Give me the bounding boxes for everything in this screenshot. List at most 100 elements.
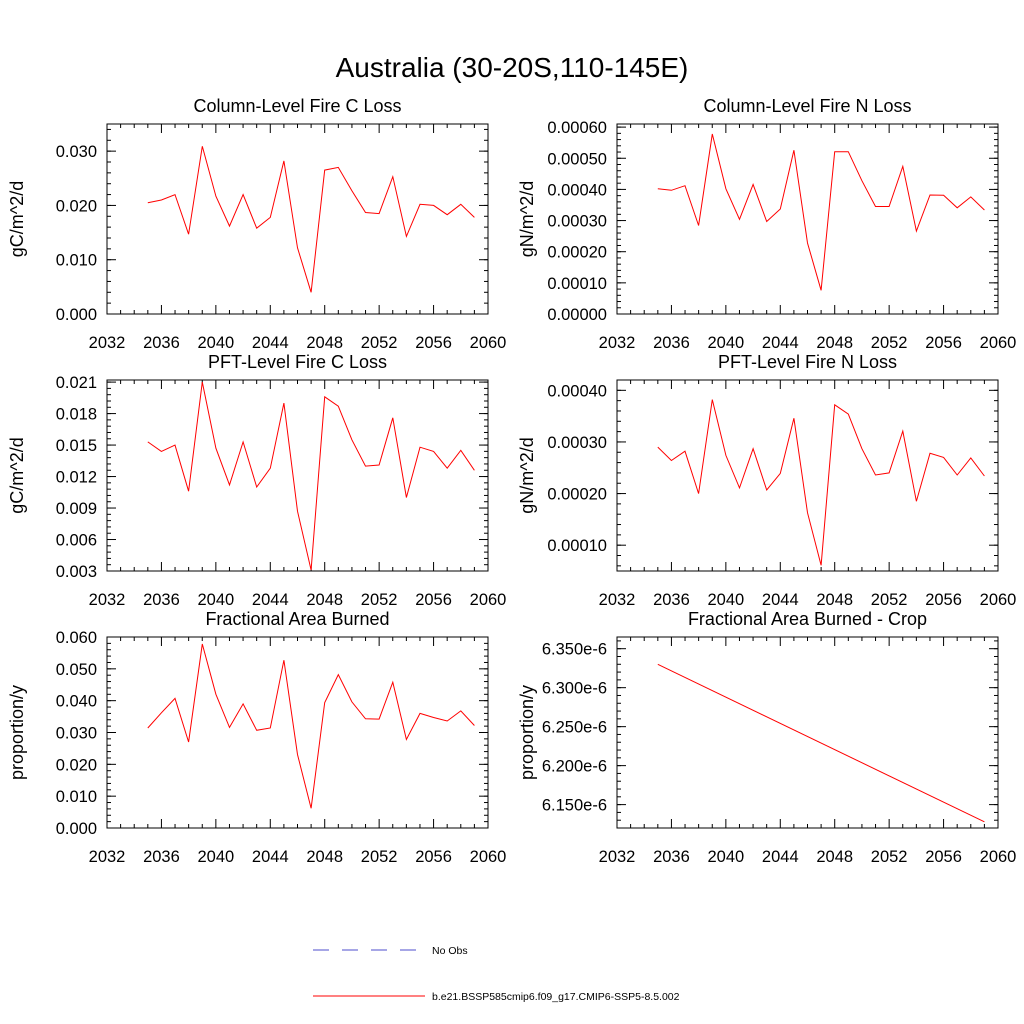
plot-frame [106, 123, 489, 315]
y-tick-label: 0.00060 [547, 119, 607, 137]
x-tick-label: 2036 [653, 591, 690, 609]
y-tick-label: 0.00040 [547, 181, 607, 199]
x-tick-label: 2044 [762, 591, 799, 609]
panel-2: Column-Level Fire N Loss gN/m^2/d 2032 2036… [517, 96, 1016, 352]
legend-label-no-obs: No Obs [432, 945, 468, 957]
x-tick-label: 2048 [816, 848, 853, 866]
y-tick-label: 0.040 [56, 693, 97, 711]
x-tick-label: 2060 [470, 334, 507, 352]
x-tick-label: 2052 [871, 848, 908, 866]
y-tick-label: 6.250e-6 [542, 719, 607, 737]
panel-title: PFT-Level Fire C Loss [208, 352, 387, 372]
y-tick-label: 0.00030 [547, 213, 607, 231]
x-tick-label: 2040 [707, 848, 744, 866]
panel-6: Fractional Area Burned - Crop proportion/… [517, 609, 1016, 866]
x-tick-label: 2056 [415, 334, 452, 352]
x-tick-label: 2036 [143, 334, 180, 352]
y-tick-label: 0.020 [56, 197, 97, 215]
y-tick-label: 0.003 [56, 563, 97, 581]
y-axis-label: proportion/y [517, 685, 537, 780]
panel-5: Fractional Area Burned proportion/y 2032 20… [7, 609, 506, 866]
y-axis-label: gC/m^2/d [7, 181, 27, 257]
y-tick-label: 0.00010 [547, 537, 607, 555]
y-tick-label: 0.00050 [547, 150, 607, 168]
x-tick-label: 2048 [306, 591, 343, 609]
y-tick-label: 0.000 [56, 820, 97, 838]
x-tick-label: 2056 [925, 848, 962, 866]
x-tick-label: 2056 [415, 591, 452, 609]
y-axis-label: proportion/y [7, 685, 27, 780]
x-tick-label: 2032 [599, 334, 636, 352]
y-tick-label: 0.015 [56, 437, 97, 455]
plot-frame [106, 379, 489, 572]
y-tick-label: 0.006 [56, 532, 97, 550]
y-tick-label: 0.010 [56, 788, 97, 806]
panel-4: PFT-Level Fire N Loss gN/m^2/d 2032 2036 204… [517, 352, 1016, 609]
panels: Column-Level Fire C Loss gC/m^2/d 2032 2036… [7, 96, 1016, 866]
plot-frame [616, 123, 999, 315]
y-tick-label: 0.030 [56, 143, 97, 161]
series-line [657, 663, 985, 823]
y-tick-label: 0.00010 [547, 275, 607, 293]
x-tick-label: 2040 [707, 334, 744, 352]
x-tick-label: 2048 [816, 591, 853, 609]
plot-frame [616, 636, 999, 829]
y-tick-label: 6.300e-6 [542, 680, 607, 698]
y-tick-label: 0.012 [56, 469, 97, 487]
x-tick-label: 2060 [980, 591, 1017, 609]
series-line [147, 146, 475, 293]
x-tick-label: 2048 [306, 848, 343, 866]
y-axis-label: gN/m^2/d [517, 181, 537, 257]
panel-3: PFT-Level Fire C Loss gC/m^2/d 2032 2036 204… [7, 352, 506, 609]
x-tick-label: 2052 [361, 334, 398, 352]
x-tick-label: 2044 [762, 334, 799, 352]
x-tick-label: 2060 [470, 848, 507, 866]
x-tick-label: 2052 [361, 591, 398, 609]
y-tick-label: 6.200e-6 [542, 758, 607, 776]
x-tick-label: 2036 [143, 591, 180, 609]
x-tick-label: 2036 [653, 848, 690, 866]
x-tick-label: 2036 [143, 848, 180, 866]
x-tick-label: 2032 [89, 334, 126, 352]
x-tick-label: 2032 [89, 591, 126, 609]
y-axis-label: gN/m^2/d [517, 437, 537, 513]
x-tick-label: 2044 [762, 848, 799, 866]
x-tick-label: 2040 [197, 334, 234, 352]
x-tick-label: 2044 [252, 334, 289, 352]
x-tick-label: 2060 [980, 848, 1017, 866]
x-tick-label: 2032 [599, 591, 636, 609]
x-tick-label: 2052 [871, 334, 908, 352]
x-tick-label: 2048 [816, 334, 853, 352]
x-tick-label: 2040 [197, 591, 234, 609]
x-tick-label: 2032 [599, 848, 636, 866]
x-tick-label: 2032 [89, 848, 126, 866]
x-tick-label: 2056 [925, 334, 962, 352]
figure-title: Australia (30-20S,110-145E) [336, 52, 689, 83]
y-tick-label: 0.060 [56, 629, 97, 647]
y-tick-label: 0.050 [56, 661, 97, 679]
y-tick-label: 0.030 [56, 725, 97, 743]
x-tick-label: 2052 [361, 848, 398, 866]
y-tick-label: 0.00040 [547, 382, 607, 400]
y-tick-label: 6.350e-6 [542, 641, 607, 659]
x-tick-label: 2056 [415, 848, 452, 866]
legend: No Obs b.e21.BSSP585cmip6.f09_g17.CMIP6-… [313, 945, 680, 1003]
panel-title: Column-Level Fire C Loss [193, 96, 401, 116]
y-tick-label: 0.00020 [547, 486, 607, 504]
y-tick-label: 0.010 [56, 252, 97, 270]
panel-title: Fractional Area Burned - Crop [688, 609, 927, 629]
y-tick-label: 0.020 [56, 756, 97, 774]
y-axis-label: gC/m^2/d [7, 437, 27, 513]
series-line [657, 133, 985, 291]
x-tick-label: 2044 [252, 591, 289, 609]
panel-title: PFT-Level Fire N Loss [718, 352, 897, 372]
x-tick-label: 2040 [197, 848, 234, 866]
x-tick-label: 2048 [306, 334, 343, 352]
panel-1: Column-Level Fire C Loss gC/m^2/d 2032 2036… [7, 96, 506, 352]
x-tick-label: 2060 [470, 591, 507, 609]
y-tick-label: 0.021 [56, 374, 97, 392]
x-tick-label: 2036 [653, 334, 690, 352]
plot-frame [106, 636, 489, 829]
panel-title: Column-Level Fire N Loss [703, 96, 911, 116]
